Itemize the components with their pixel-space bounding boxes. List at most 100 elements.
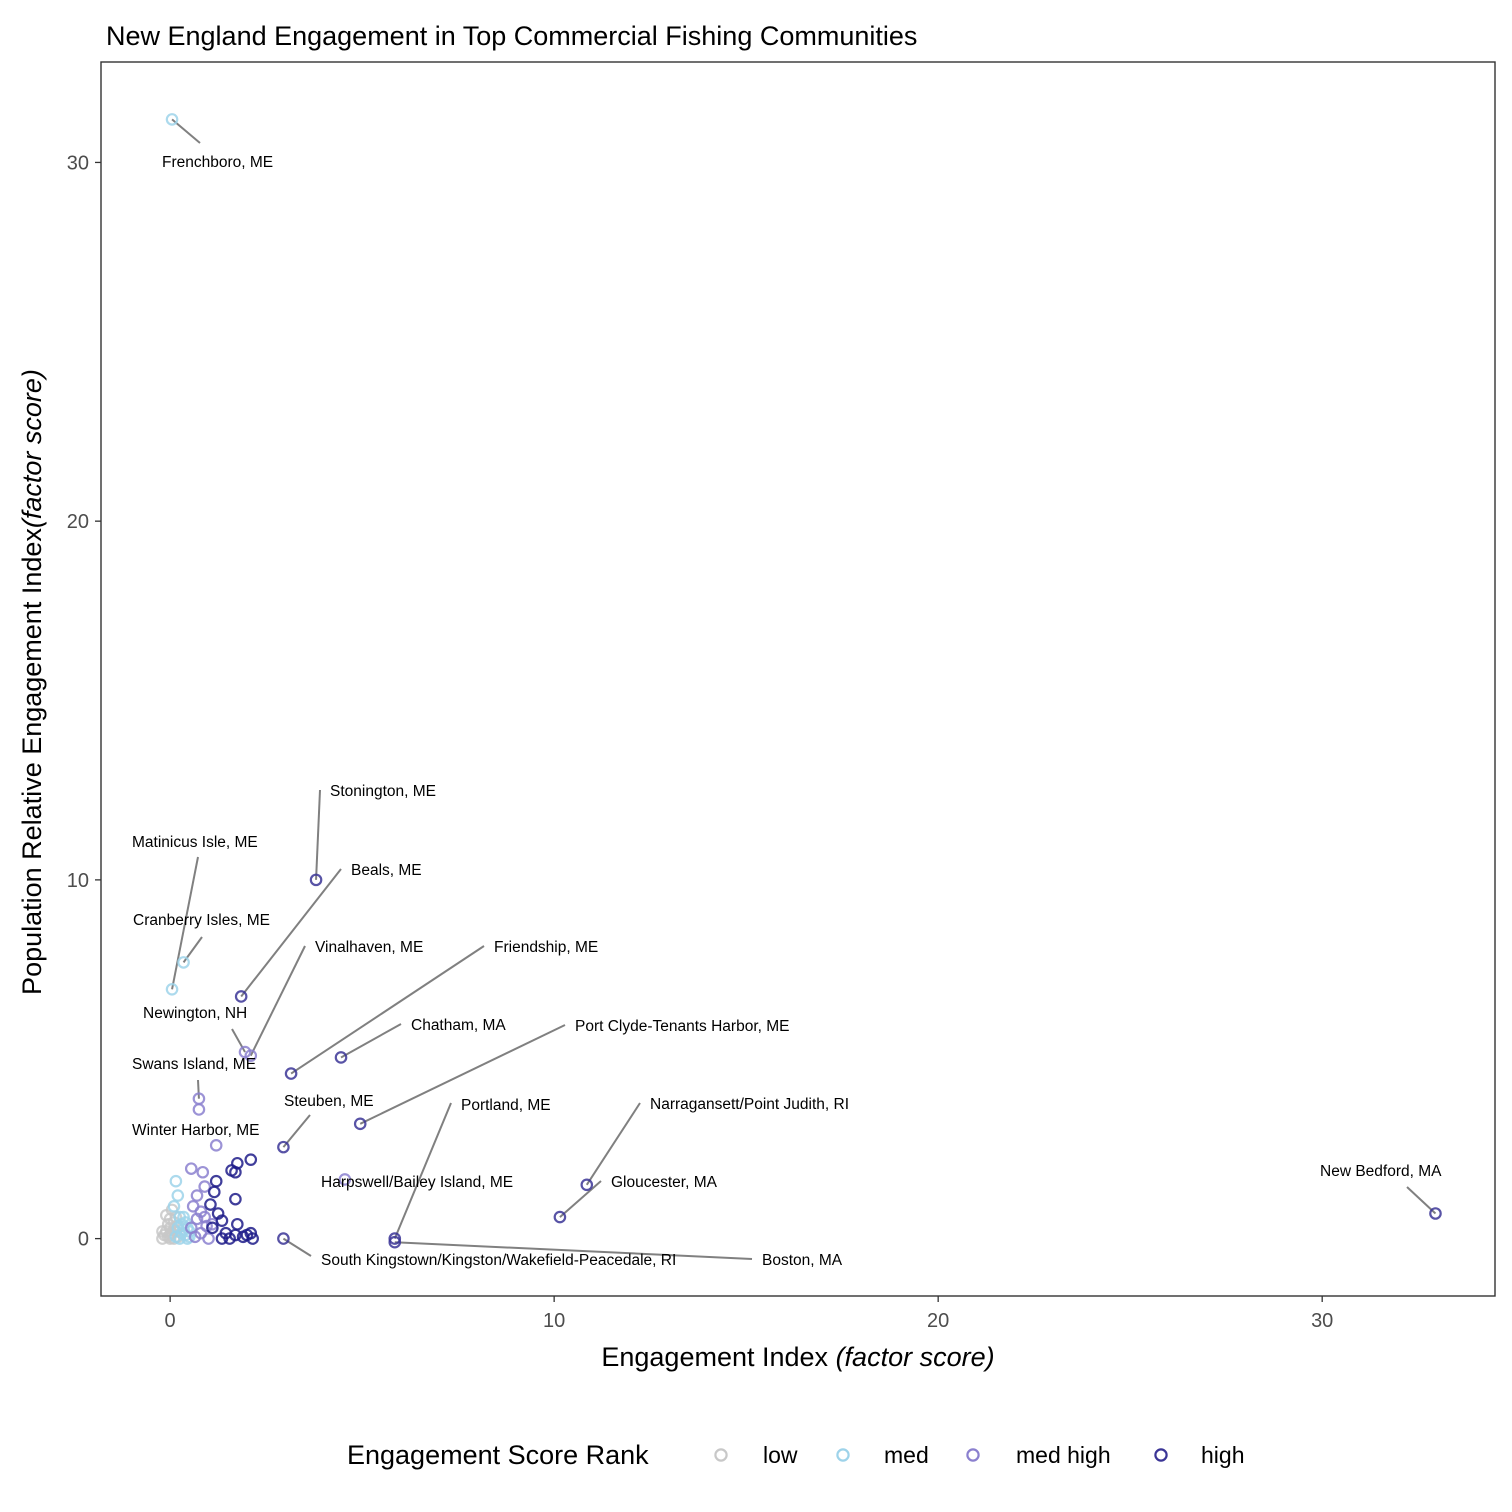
point-label-matinicus-isle-me: Matinicus Isle, ME <box>132 834 258 851</box>
leader-line-friendship-me <box>290 945 485 1075</box>
point-label-frenchboro-me: Frenchboro, ME <box>162 154 273 171</box>
x-tick-label: 0 <box>165 1310 176 1332</box>
data-points <box>156 113 1442 1249</box>
point-high <box>215 1214 229 1227</box>
legend-key-med-high <box>966 1448 980 1462</box>
point-high <box>204 1198 217 1211</box>
point-high <box>388 1232 402 1245</box>
point-high <box>231 1217 244 1231</box>
x-tick-label: 30 <box>1311 1310 1333 1332</box>
point-label-portland-me: Portland, ME <box>461 1097 551 1114</box>
point-high <box>580 1178 594 1192</box>
point-med-high <box>192 1092 206 1106</box>
point-med <box>169 1174 183 1188</box>
point-med <box>167 1200 181 1213</box>
point-med-high <box>190 1212 204 1226</box>
point-high <box>1429 1207 1442 1220</box>
point-med-high <box>184 1162 198 1175</box>
point-med <box>181 1221 194 1235</box>
point-label-narragansett-point-judith-ri: Narragansett/Point Judith, RI <box>650 1096 849 1113</box>
point-high <box>229 1165 242 1179</box>
point-label-cranberry-isles-me: Cranberry Isles, ME <box>133 912 270 929</box>
point-high <box>244 1226 258 1240</box>
leader-line-steuben-me <box>282 1114 311 1148</box>
point-label-stonington-me: Stonington, ME <box>330 783 436 800</box>
point-med <box>177 956 190 969</box>
point-med-high <box>196 1165 210 1179</box>
point-label-harpswell-bailey-island-me: Harpswell/Bailey Island, ME <box>321 1174 513 1191</box>
chart-title: New England Engagement in Top Commercial… <box>106 21 917 51</box>
point-med-high <box>338 1173 352 1186</box>
point-med-high <box>209 1139 223 1152</box>
leader-line-beals-me <box>240 868 342 998</box>
point-med-high <box>198 1210 211 1224</box>
point-med <box>171 1189 185 1202</box>
legend-label-med-high: med high <box>1016 1442 1111 1468</box>
legend-key-low <box>714 1448 728 1462</box>
point-label-vinalhaven-me: Vinalhaven, ME <box>315 939 423 956</box>
point-high <box>284 1067 298 1080</box>
legend-title: Engagement Score Rank <box>347 1440 649 1470</box>
y-tick-label: 30 <box>67 152 89 174</box>
leader-line-vinalhaven-me <box>249 945 306 1057</box>
point-med-high <box>238 1045 252 1059</box>
point-high <box>207 1185 221 1199</box>
point-label-newington-nh: Newington, NH <box>143 1005 247 1022</box>
point-high <box>244 1153 258 1166</box>
point-med <box>183 1230 196 1244</box>
leader-line-chatham-ma <box>340 1023 402 1059</box>
point-high <box>277 1140 290 1154</box>
leader-line-new-bedford-ma <box>1406 1186 1437 1215</box>
point-label-steuben-me: Steuben, ME <box>284 1093 374 1110</box>
point-high <box>209 1174 223 1188</box>
point-label-swans-island-me: Swans Island, ME <box>132 1056 256 1073</box>
legend-key-high <box>1154 1448 1168 1462</box>
point-high <box>309 873 323 887</box>
point-label-chatham-ma: Chatham, MA <box>411 1017 506 1034</box>
x-axis-title: Engagement Index (factor score) <box>601 1342 994 1372</box>
point-high <box>277 1232 290 1245</box>
y-axis-title: Population Relative Engagement Index(fac… <box>17 369 47 995</box>
leader-line-boston-ma <box>394 1241 753 1260</box>
legend-label-low: low <box>763 1442 798 1468</box>
point-med-high <box>202 1232 215 1245</box>
plot-panel <box>100 61 1496 1297</box>
point-label-gloucester-ma: Gloucester, MA <box>611 1174 718 1191</box>
point-label-boston-ma: Boston, MA <box>762 1252 843 1269</box>
point-high <box>206 1221 219 1235</box>
point-med-high <box>184 1221 198 1235</box>
leader-line-newington-nh <box>231 1028 246 1053</box>
point-med-high <box>198 1180 211 1193</box>
point-label-south-kingstown-kingston-wakefield-peacedale-ri: South Kingstown/Kingston/Wakefield-Peace… <box>321 1252 676 1269</box>
y-axis: 0 10 20 30 <box>67 152 101 1251</box>
x-axis: 0 10 20 30 <box>165 1296 1333 1332</box>
leader-line-narragansett-point-judith-ri <box>585 1102 641 1186</box>
legend-key-med <box>836 1448 850 1462</box>
point-med <box>165 982 179 996</box>
point-labels: Frenchboro, ME Stonington, ME Matinicus Is… <box>132 154 1442 1269</box>
x-tick-label: 20 <box>927 1310 949 1332</box>
leader-line-portland-me <box>393 1102 452 1239</box>
point-high <box>215 1232 229 1245</box>
point-high <box>388 1235 402 1249</box>
point-high <box>246 1232 259 1245</box>
y-tick-label: 0 <box>78 1229 89 1251</box>
leader-line-swans-island-me <box>197 1079 200 1099</box>
leader-line-gloucester-ma <box>559 1180 602 1218</box>
point-med <box>177 1210 190 1224</box>
point-high <box>229 1192 242 1206</box>
legend-label-med: med <box>884 1442 929 1468</box>
label-leader-lines <box>171 118 1437 1260</box>
point-high <box>234 990 248 1003</box>
leader-line-port-clyde-tenants-harbor-me <box>359 1024 566 1125</box>
y-tick-label: 10 <box>67 870 89 892</box>
y-tick-label: 20 <box>67 511 89 533</box>
point-med-high <box>190 1189 204 1202</box>
x-tick-label: 10 <box>543 1310 565 1332</box>
point-label-beals-me: Beals, ME <box>351 862 422 879</box>
leader-line-stonington-me <box>315 789 321 880</box>
point-high <box>353 1117 367 1131</box>
point-label-port-clyde-tenants-harbor-me: Port Clyde-Tenants Harbor, ME <box>575 1018 790 1035</box>
point-med <box>165 113 179 126</box>
